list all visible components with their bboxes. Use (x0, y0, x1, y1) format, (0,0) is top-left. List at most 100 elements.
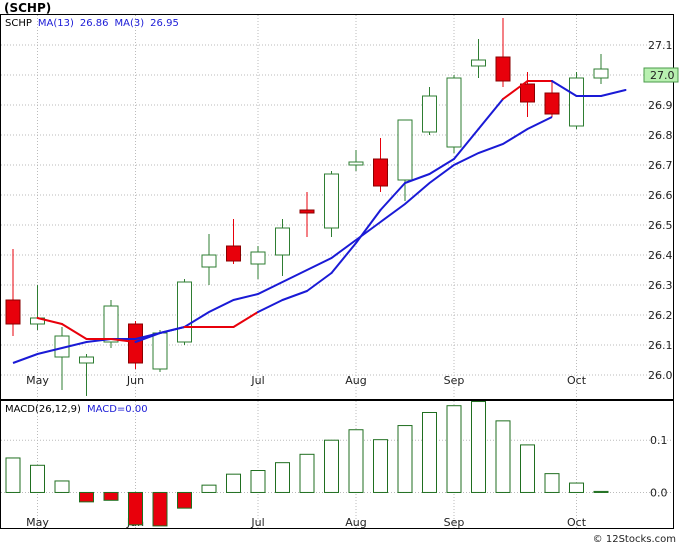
macd-bar (348, 429, 364, 493)
macd-bar (226, 473, 241, 493)
macd-legend: MACD(26,12,9) MACD=0.00 (5, 404, 148, 415)
ma3-segment (551, 80, 578, 97)
price-legend-item: MA(3) (115, 18, 145, 29)
price-tick-label: 26.2 (648, 309, 673, 322)
candle-body (520, 83, 535, 103)
macd-bar (128, 491, 143, 526)
price-legend-item: 26.95 (150, 18, 179, 29)
price-tick-label: 27.1 (648, 39, 673, 52)
ma3-segment (281, 290, 308, 301)
candle-body (275, 227, 290, 256)
macd-bar (373, 439, 388, 493)
macd-bar (422, 411, 437, 493)
macd-bar (79, 491, 94, 503)
macd-bar (299, 453, 315, 493)
candle-body (373, 158, 388, 187)
price-tick-label: 26.9 (648, 99, 673, 112)
price-legend-item: SCHP (5, 18, 32, 29)
macd-bar (520, 444, 535, 493)
macd-histogram (5, 401, 609, 527)
candlestick-series (5, 18, 609, 396)
price-axis-ticks: 26.0 26.1 26.2 26.3 26.4 26.5 26.6 26.7 26.8 26.9… (648, 39, 673, 382)
macd-month-label: Aug (345, 516, 366, 529)
last-price-box (643, 67, 679, 83)
ma3-segment (502, 80, 529, 100)
price-tick-label: 26.0 (648, 369, 673, 382)
ma3-segment (61, 323, 88, 340)
macd-month-label: Oct (567, 516, 587, 529)
macd-month-label: Sep (444, 516, 465, 529)
price-gridlines (1, 15, 673, 399)
price-month-label: Jun (126, 374, 144, 387)
ma3-segment (134, 332, 161, 343)
price-tick-label: 26.7 (648, 159, 673, 172)
candle-body (128, 323, 143, 364)
candle-body (593, 68, 609, 79)
price-legend: SCHP MA(13) 26.86 MA(3) 26.95 (5, 18, 179, 29)
candle-body (103, 305, 119, 343)
ma3-segment (257, 299, 284, 313)
macd-bar (177, 491, 192, 509)
candle-body (397, 119, 413, 181)
candle-body (299, 209, 315, 214)
candle-body (544, 92, 560, 115)
ma3-segment (404, 173, 431, 184)
price-legend-item: 26.86 (80, 18, 109, 29)
price-month-label: Oct (567, 374, 587, 387)
ma3-segment (232, 311, 259, 328)
macd-bar (30, 464, 45, 493)
macd-bar (275, 462, 290, 493)
macd-month-label: Jul (250, 516, 264, 529)
price-legend-item: MA(13) (38, 18, 74, 29)
candle-body (324, 173, 339, 229)
candle-body (177, 281, 192, 343)
macd-bar (5, 457, 21, 493)
chart-title: (SCHP) (4, 1, 51, 15)
macd-bar (201, 484, 217, 493)
ma3-segment (379, 182, 406, 211)
candle-body (201, 254, 217, 268)
candle-body (446, 77, 462, 148)
macd-month-label: May (26, 516, 49, 529)
ma3-segment (110, 338, 137, 343)
price-month-label: Aug (345, 374, 366, 387)
macd-bar (250, 470, 266, 493)
candle-body (226, 245, 241, 262)
macd-bar (544, 473, 560, 493)
price-panel: 26.0 26.1 26.2 26.3 26.4 26.5 26.6 26.7 26.8 26.9… (0, 14, 679, 400)
macd-tick-label: 0.0 (650, 486, 668, 499)
price-tick-label: 26.6 (648, 189, 673, 202)
price-tick-label: 26.5 (648, 219, 673, 232)
ma3-segment (159, 326, 186, 334)
last-price-label: 27.0 (650, 69, 675, 82)
price-tick-label: 26.8 (648, 129, 673, 142)
last-price-marker: 27.0 (643, 67, 679, 83)
price-month-label: Jul (250, 374, 264, 387)
macd-bar (397, 425, 413, 493)
ma3-segment (355, 209, 382, 244)
ma3-segment (428, 158, 455, 175)
candle-body (471, 59, 486, 67)
macd-bar (152, 491, 168, 527)
macd-legend-item: MACD=0.00 (87, 404, 148, 415)
candle-body (569, 77, 584, 127)
candle-body (79, 356, 94, 364)
candle-body (5, 299, 21, 325)
ma3-segment (453, 128, 480, 160)
price-tick-label: 26.1 (648, 339, 673, 352)
macd-bar (103, 491, 119, 501)
macd-bar (324, 439, 339, 493)
macd-bar (495, 420, 511, 493)
macd-bar (446, 405, 462, 493)
macd-axis-ticks: 0.0 0.1 (650, 434, 668, 499)
price-panel-frame (0, 14, 674, 400)
price-month-labels: May Jun Jul Aug Sep Oct (26, 374, 587, 387)
macd-bar (54, 480, 70, 493)
candle-body (152, 332, 168, 370)
ma3-segment (477, 98, 504, 130)
candle-body (495, 56, 511, 82)
ma3-segment (330, 242, 357, 274)
